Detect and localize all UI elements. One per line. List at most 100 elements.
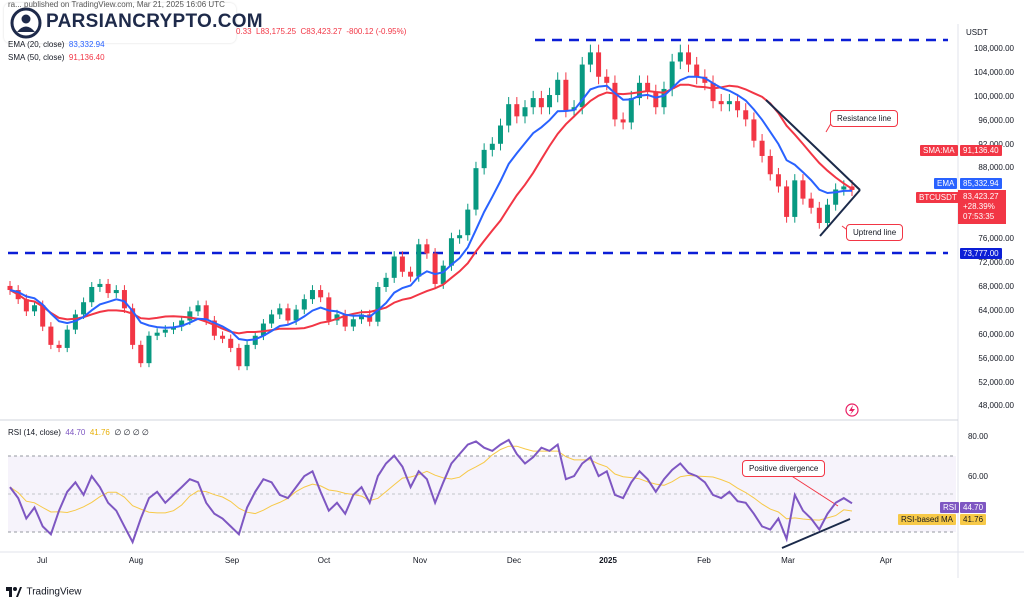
price-tick: 60,000.00 (978, 330, 1014, 339)
candle-body (301, 299, 307, 310)
rsi-legend-dots: ∅ ∅ ∅ ∅ (114, 428, 149, 437)
rsi-legend-ma: 41.76 (89, 428, 110, 437)
candle-body (473, 168, 479, 210)
candle-body (244, 344, 250, 367)
candle-body (350, 319, 356, 327)
candle-body (808, 198, 814, 208)
time-label: Aug (128, 556, 144, 565)
candle-body (220, 335, 226, 339)
candle-body (596, 52, 602, 77)
candle-body (628, 98, 634, 123)
candle-body (130, 308, 136, 345)
candle-body (121, 290, 127, 309)
price-axis[interactable]: USDT 108,000.00 104,000.00 100,000.00 96… (958, 24, 1024, 419)
time-axis[interactable]: Jul Aug Sep Oct Nov Dec 2025 Feb Mar Apr (0, 556, 958, 570)
uptrend-annotation[interactable]: Uptrend line (846, 224, 904, 241)
price-tick: 104,000.00 (973, 68, 1014, 77)
candle-body (56, 344, 62, 348)
time-label: Jul (36, 556, 48, 565)
tradingview-brand[interactable]: TradingView (6, 583, 81, 597)
ema-legend-label: EMA (20, close) (8, 40, 65, 49)
sma-tag-name: SMA:MA (920, 145, 958, 156)
candle-body (792, 180, 798, 217)
ema-tag-value: 85,332.94 (960, 178, 1002, 189)
candle-body (530, 98, 536, 108)
candle-body (408, 271, 414, 277)
price-tick: 52,000.00 (978, 378, 1014, 387)
sma-legend-value: 91,136.40 (68, 53, 105, 62)
sma-50-line (9, 83, 853, 335)
candle-body (228, 338, 234, 348)
candle-body (661, 88, 667, 108)
resistance-annotation[interactable]: Resistance line (830, 110, 899, 127)
candle-body (686, 52, 692, 65)
candle-body (824, 204, 830, 223)
candle-body (538, 98, 544, 108)
rsi-tag-value: 44.70 (960, 502, 987, 513)
candle-body (800, 180, 806, 199)
candle-body (32, 305, 38, 312)
support-tag-value: 73,777.00 (960, 248, 1002, 259)
time-label: Apr (879, 556, 893, 565)
candle-body (448, 238, 454, 266)
candle-body (285, 308, 291, 321)
rsi-ma-line (9, 445, 853, 521)
candle-body (7, 285, 13, 291)
time-label: Oct (317, 556, 331, 565)
candle-body (604, 76, 610, 83)
price-tick: 88,000.00 (978, 163, 1014, 172)
rsi-legend[interactable]: RSI (14, close) 44.70 41.76 ∅ ∅ ∅ ∅ (8, 428, 149, 437)
candle-body (399, 256, 405, 272)
sma-legend[interactable]: SMA (50, close) 91,136.40 (8, 53, 105, 62)
candle-body (383, 277, 389, 287)
candle-body (497, 125, 503, 144)
candle-body (23, 299, 29, 312)
candle-body (277, 308, 283, 315)
candle-body (587, 52, 593, 65)
candle-body (677, 52, 683, 62)
rsi-legend-value: 44.70 (65, 428, 86, 437)
candle-body (751, 119, 757, 141)
candle-body (841, 186, 847, 190)
price-tick: 108,000.00 (973, 44, 1014, 53)
uptrend-trendline (819, 189, 861, 237)
ema-20-line (9, 75, 853, 342)
publish-info: ra... published on TradingView.com, Mar … (8, 0, 225, 9)
candle-body (195, 305, 201, 312)
candle-body (424, 244, 430, 254)
candle-body (514, 104, 520, 117)
candle-body (432, 253, 438, 284)
ema-legend-value: 83,332.94 (68, 40, 105, 49)
tradingview-icon (6, 586, 22, 597)
divergence-annotation[interactable]: Positive divergence (742, 460, 826, 477)
candle-body (309, 290, 315, 300)
candle-body (489, 143, 495, 150)
symbol-tag-timer: 07:53:35 (963, 212, 995, 221)
price-tick: 64,000.00 (978, 306, 1014, 315)
price-tick: 100,000.00 (973, 92, 1014, 101)
rsi-line (9, 438, 853, 545)
candle-body (636, 82, 642, 99)
ema-legend[interactable]: EMA (20, close) 83,332.94 (8, 40, 105, 49)
resistance-trendline (765, 99, 861, 191)
candle-body (89, 286, 95, 303)
time-label: Sep (224, 556, 240, 565)
currency-label: USDT (966, 28, 988, 37)
candle-body (612, 82, 618, 120)
candle-body (40, 305, 46, 327)
rsi-tick: 80.00 (967, 432, 988, 441)
candle-body (146, 335, 152, 364)
time-label: Mar (781, 556, 795, 565)
logo-icon (10, 7, 42, 39)
candle-body (563, 79, 569, 111)
price-tick: 76,000.00 (978, 234, 1014, 243)
rsi-legend-label: RSI (14, close) (8, 428, 61, 437)
candle-body (391, 256, 397, 278)
candle-body (506, 104, 512, 126)
candle-body (759, 140, 765, 156)
rsi-ma-tag-value: 41.76 (960, 514, 987, 525)
candle-body (481, 149, 487, 169)
candle-body (187, 311, 193, 321)
candle-body (105, 283, 111, 294)
